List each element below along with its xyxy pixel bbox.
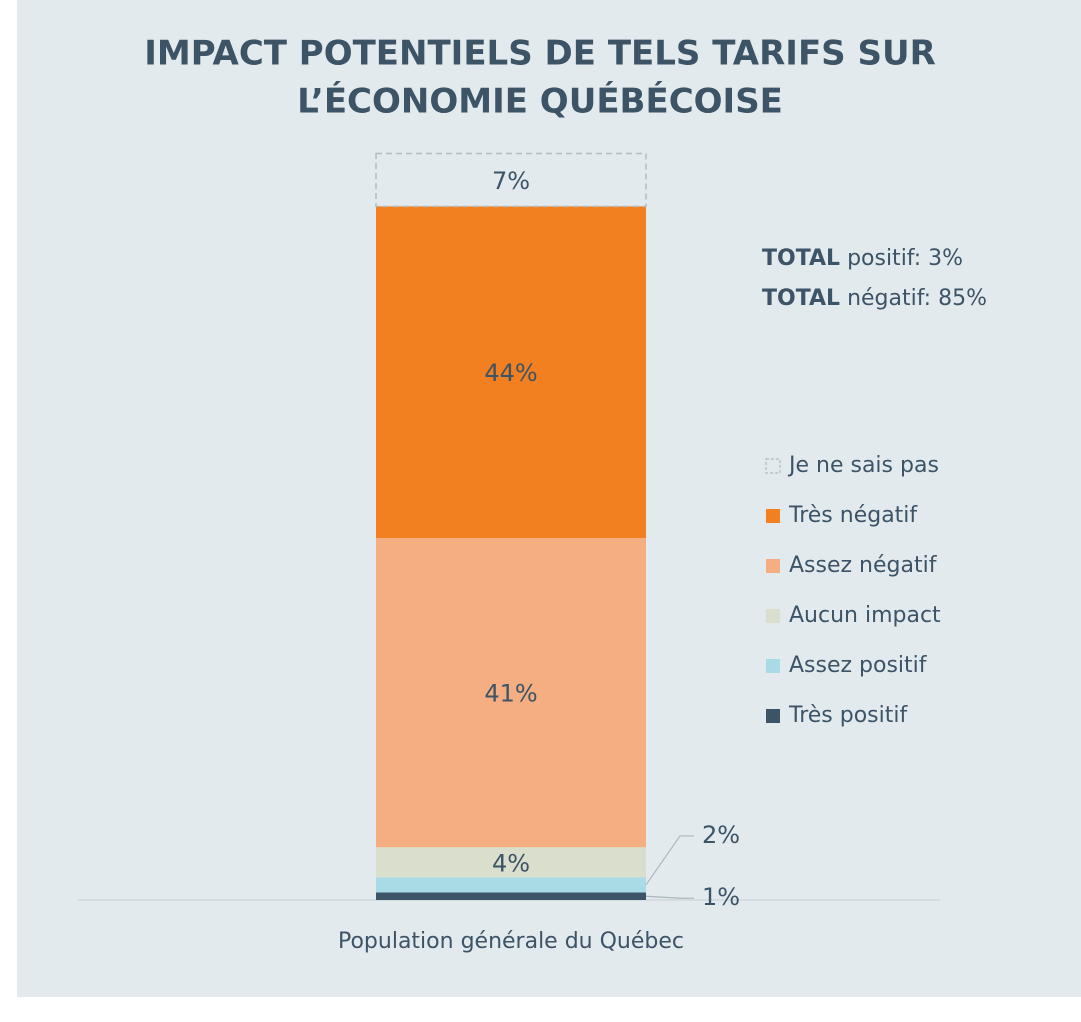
data-label: 41%	[484, 680, 537, 708]
legend-label: Assez négatif	[789, 553, 938, 578]
data-label: 44%	[484, 359, 537, 387]
annotation: TOTAL positif: 3%	[762, 246, 963, 271]
legend-label: Très positif	[788, 703, 908, 728]
chart-title: L’ÉCONOMIE QUÉBÉCOISE	[297, 81, 783, 122]
bar-segment	[376, 538, 646, 848]
bar-segment	[376, 877, 646, 893]
leader-line	[645, 895, 694, 899]
bar-segment	[376, 206, 646, 539]
bar-segment	[376, 847, 646, 878]
leader-line	[645, 835, 694, 886]
legend-marker	[766, 559, 780, 573]
legend-marker	[765, 458, 781, 474]
data-label: 4%	[492, 849, 530, 877]
legend-label: Assez positif	[789, 653, 928, 678]
chart-title: IMPACT POTENTIELS DE TELS TARIFS SUR	[144, 34, 936, 74]
annotation-bold: TOTAL	[762, 286, 840, 311]
data-label: 2%	[702, 821, 740, 849]
legend-marker	[766, 609, 780, 623]
annotation-text: négatif: 85%	[847, 286, 987, 311]
data-label: 7%	[492, 167, 530, 195]
bar-segment	[376, 892, 646, 900]
legend-label: Très négatif	[788, 503, 918, 528]
legend-marker	[766, 659, 780, 673]
legend-label: Aucun impact	[789, 603, 941, 628]
legend-marker	[766, 509, 780, 523]
legend-label: Je ne sais pas	[787, 453, 939, 478]
data-label: 1%	[702, 883, 740, 911]
legend-marker	[766, 709, 780, 723]
annotation-text: positif: 3%	[847, 246, 963, 271]
annotation: TOTAL négatif: 85%	[762, 286, 987, 311]
annotation-bold: TOTAL	[762, 246, 840, 271]
bar-segment	[375, 152, 647, 208]
x-tick-label: Population générale du Québec	[338, 929, 684, 954]
